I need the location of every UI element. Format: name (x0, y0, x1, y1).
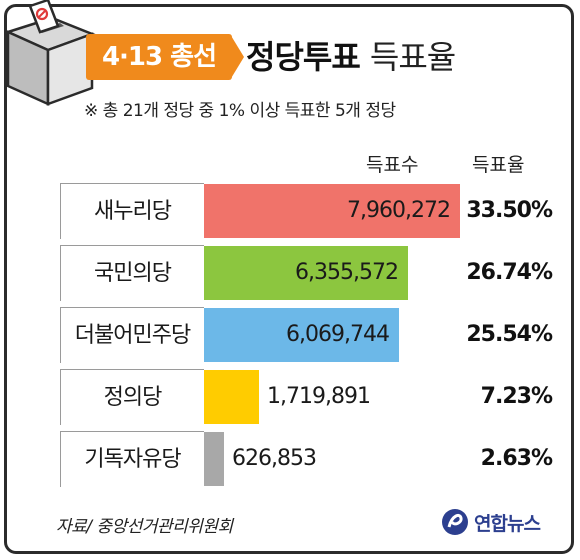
source-note: 자료/ 중앙선거관리위원회 (56, 517, 233, 537)
yonhap-logo-icon (442, 509, 468, 535)
rate-column-header: 득표율 (472, 154, 525, 176)
title-bold: 정당투표 (246, 38, 361, 76)
vote-bar (204, 432, 224, 486)
ballot-box-icon (4, 0, 96, 106)
badge-arrow (230, 34, 244, 80)
chart-title: 정당투표 득표율 (246, 34, 456, 80)
vote-count-label: 6,355,572 (295, 260, 399, 285)
party-name: 더불어민주당 (60, 307, 204, 363)
vote-bar (204, 246, 408, 300)
vote-count-label: 6,069,744 (286, 322, 390, 347)
vote-rate-label: 7.23% (480, 384, 553, 409)
chart-note: ※ 총 21개 정당 중 1% 이상 득표한 5개 정당 (84, 101, 396, 121)
vote-rate-label: 33.50% (466, 198, 553, 223)
vote-count-label: 1,719,891 (267, 384, 371, 409)
yonhap-logo: 연합뉴스 (440, 504, 541, 540)
logo-text: 연합뉴스 (474, 512, 541, 535)
vote-bar (204, 184, 460, 238)
election-badge: 4·13 총선 (86, 34, 232, 80)
vote-bar (204, 308, 399, 362)
party-name: 국민의당 (60, 245, 204, 301)
party-name: 새누리당 (60, 183, 204, 239)
vote-rate-label: 26.74% (466, 260, 553, 285)
vote-count-label: 7,960,272 (347, 198, 451, 223)
party-name: 기독자유당 (60, 431, 204, 487)
party-name: 정의당 (60, 369, 204, 425)
vote-rate-label: 2.63% (480, 446, 553, 471)
title-light: 득표율 (369, 38, 456, 76)
votes-column-header: 득표수 (366, 154, 419, 176)
vote-bar (204, 370, 259, 424)
vote-count-label: 626,853 (232, 446, 317, 471)
vote-rate-label: 25.54% (466, 322, 553, 347)
